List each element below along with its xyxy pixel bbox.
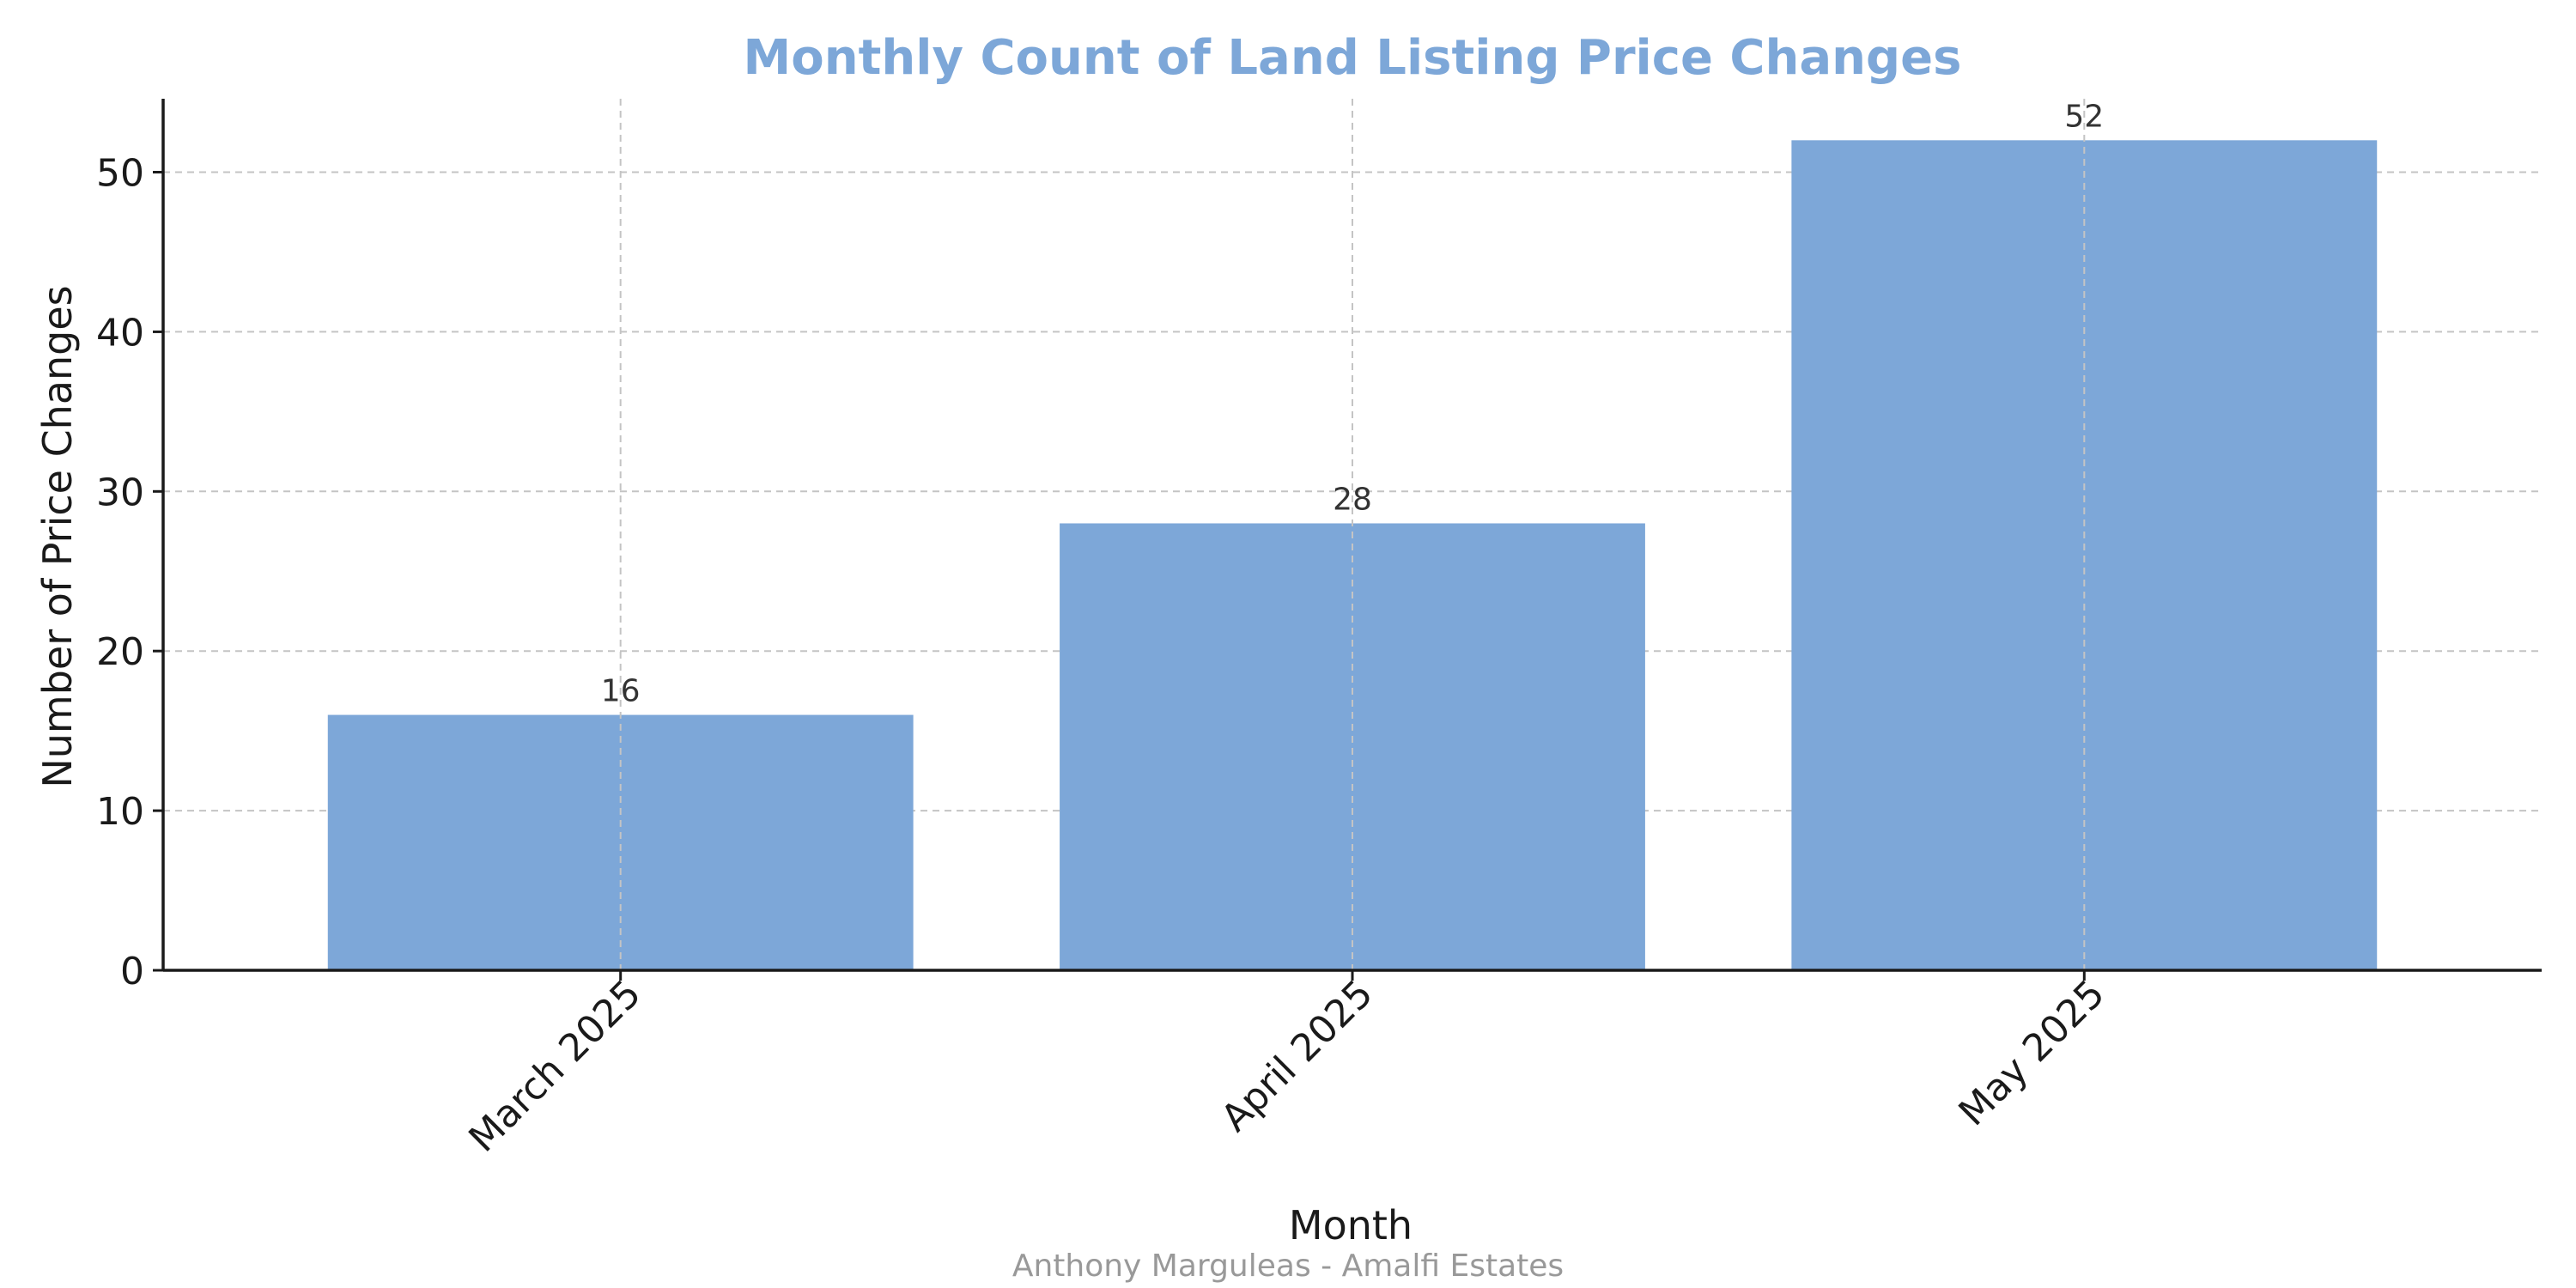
vertical-grid (619, 99, 2086, 970)
y-tick-label: 20 (96, 630, 144, 674)
data-labels: 16 28 52 (601, 99, 2104, 708)
y-tick-label: 30 (96, 471, 144, 514)
y-tick-label: 50 (96, 152, 144, 196)
bar (1791, 140, 2378, 971)
y-tick-label: 0 (120, 950, 144, 993)
x-axis-title: Month (1289, 1202, 1413, 1249)
bar-value-label: 16 (601, 674, 641, 709)
bar (327, 714, 914, 970)
bars (327, 140, 2378, 971)
x-ticks: March 2025 April 2025 May 2025 (460, 970, 2113, 1161)
y-tick-label: 40 (96, 311, 144, 355)
bar (1060, 523, 1645, 970)
footer-credit: Anthony Marguleas - Amalfi Estates (1012, 1249, 1564, 1284)
y-axis-title: Number of Price Changes (34, 285, 81, 787)
y-tick-label: 10 (96, 790, 144, 834)
chart-title: Monthly Count of Land Listing Price Chan… (744, 30, 1962, 86)
x-tick-label: May 2025 (1951, 972, 2113, 1134)
x-tick-label: April 2025 (1213, 972, 1382, 1140)
y-ticks: 0 10 20 30 40 50 (96, 152, 163, 993)
bar-value-label: 28 (1333, 482, 1372, 517)
bar-value-label: 52 (2064, 99, 2104, 134)
x-tick-label: March 2025 (460, 972, 649, 1161)
